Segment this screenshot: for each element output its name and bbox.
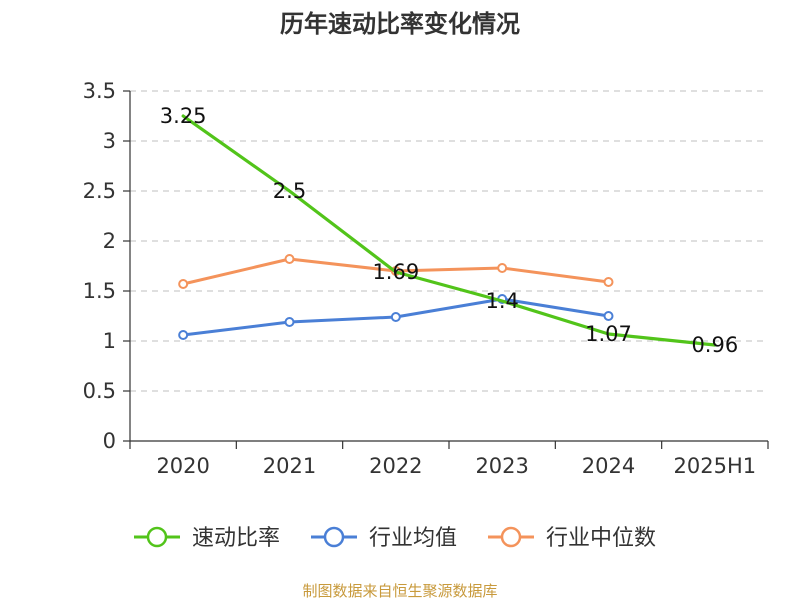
y-tick-label: 3 (103, 129, 116, 153)
legend: 速动比率 行业均值 行业中位数 (134, 526, 656, 551)
legend-marker (146, 526, 168, 548)
data-point (178, 330, 189, 340)
x-tick-label: 2025H1 (674, 454, 757, 478)
gridlines (130, 90, 768, 392)
legend-label: 行业中位数 (546, 526, 656, 551)
y-tick-label: 0.5 (83, 379, 116, 403)
series-line-1 (181, 114, 717, 347)
data-point (603, 311, 614, 321)
y-tick-label: 1 (103, 329, 116, 353)
data-point (284, 254, 295, 264)
data-point (390, 312, 401, 322)
chart-title: 历年速动比率变化情况 (280, 10, 520, 38)
data-label: 1.69 (372, 260, 419, 284)
y-tick-label: 3.5 (83, 79, 116, 103)
data-label: 3.25 (160, 104, 207, 128)
legend-label: 速动比率 (192, 526, 280, 551)
data-label: 1.07 (585, 322, 632, 346)
data-label: 1.4 (485, 289, 518, 313)
y-tick-label: 0 (103, 429, 116, 453)
x-tick-label: 2024 (582, 454, 635, 478)
x-tick-label: 2020 (156, 454, 209, 478)
x-tick-label: 2021 (263, 454, 316, 478)
data-point (603, 277, 614, 287)
legend-marker (323, 526, 345, 548)
data-point (497, 263, 508, 273)
data-point (284, 317, 295, 327)
data-label: 2.5 (273, 179, 306, 203)
y-tick-label: 2 (103, 229, 116, 253)
x-tick-label: 2022 (369, 454, 422, 478)
source-note: 制图数据来自恒生聚源数据库 (302, 582, 497, 600)
series-group (178, 114, 717, 347)
y-tick-label: 2.5 (83, 179, 116, 203)
data-labels: 3.25 2.5 1.69 1.4 1.07 0.96 (160, 104, 738, 357)
x-tick-label: 2023 (475, 454, 528, 478)
axes: 0 0.5 1 1.5 2 2.5 3 3.5 2020 2021 2022 2023 2024 2025… (83, 79, 769, 478)
legend-marker (500, 526, 522, 548)
y-tick-label: 1.5 (83, 279, 116, 303)
data-point (178, 279, 189, 289)
data-label: 0.96 (691, 333, 738, 357)
legend-label: 行业均值 (369, 526, 457, 551)
